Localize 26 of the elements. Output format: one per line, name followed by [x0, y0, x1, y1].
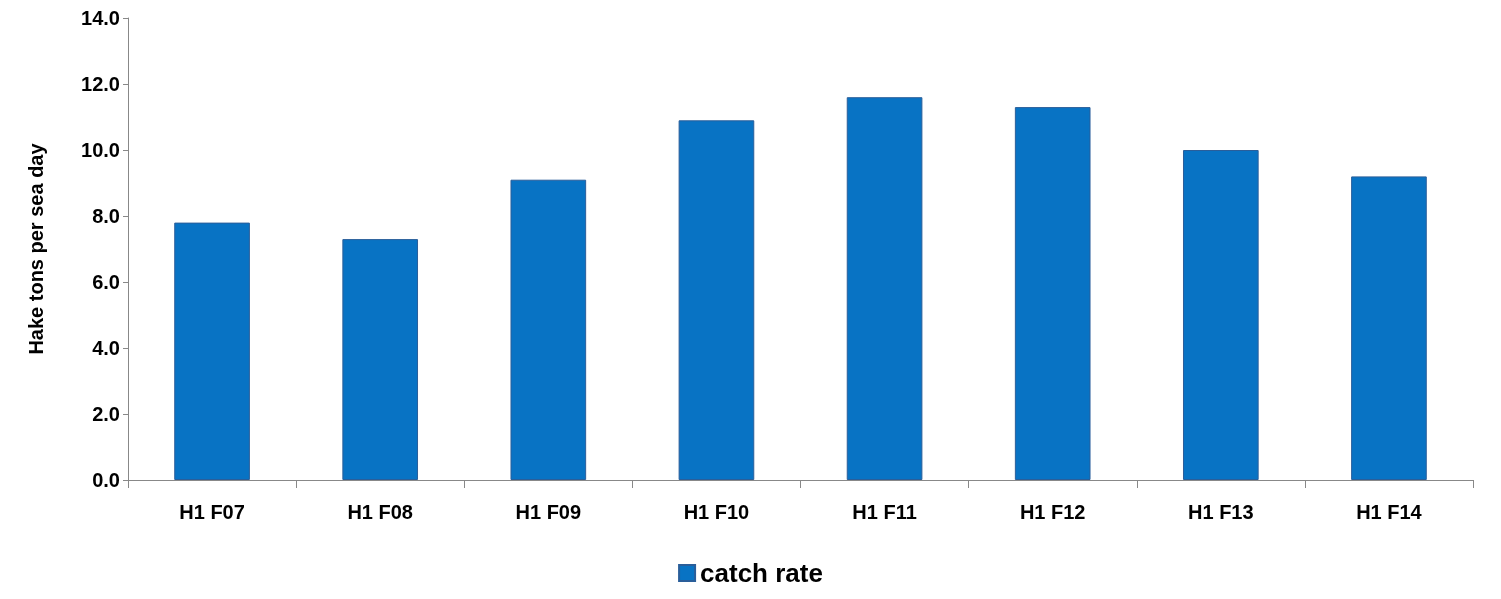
y-tick-label: 8.0 [92, 205, 120, 227]
x-tick-label: H1 F14 [1356, 501, 1423, 523]
x-tick-label: H1 F07 [179, 501, 245, 523]
bar [1182, 150, 1259, 480]
legend-label: catch rate [700, 558, 823, 588]
x-tick-label: H1 F11 [852, 501, 917, 523]
y-tick-label: 12.0 [81, 73, 120, 95]
x-tick-label: H1 F09 [515, 501, 582, 523]
y-tick-label: 6.0 [92, 271, 120, 293]
bar [510, 179, 587, 480]
bar [678, 120, 755, 480]
y-tick-label: 10.0 [81, 139, 120, 161]
bar [174, 222, 250, 480]
x-tick-label: H1 F13 [1188, 501, 1254, 523]
bar [846, 97, 923, 480]
bar [342, 239, 419, 480]
y-axis-title: Hake tons per sea day [25, 142, 47, 355]
bar [1014, 107, 1091, 480]
x-tick-label: H1 F12 [1019, 501, 1086, 523]
y-tick-label: 2.0 [92, 403, 120, 425]
x-tick-label: H1 F10 [683, 501, 750, 523]
y-tick-label: 4.0 [92, 337, 120, 359]
y-tick-label: 14.0 [81, 7, 120, 29]
y-tick-label: 0.0 [92, 469, 120, 491]
bar [1351, 176, 1427, 480]
x-tick-label: H1 F08 [347, 501, 413, 523]
